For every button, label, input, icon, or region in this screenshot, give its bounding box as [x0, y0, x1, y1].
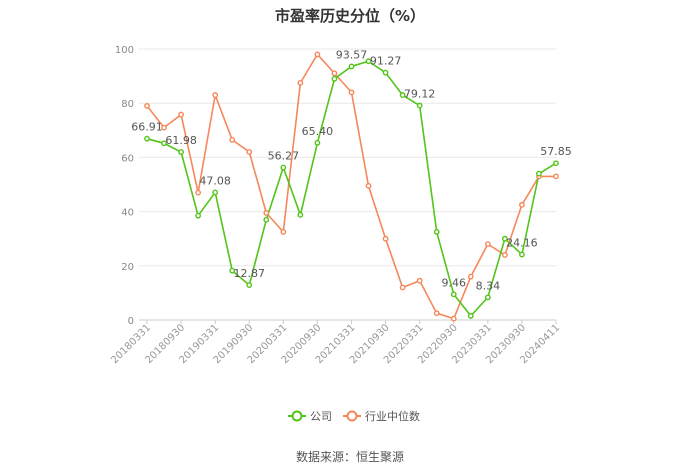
- y-tick-label: 0: [128, 316, 134, 327]
- data-label: 56.27: [268, 150, 300, 163]
- data-point[interactable]: [450, 291, 457, 298]
- data-point[interactable]: [553, 173, 559, 180]
- data-point[interactable]: [144, 103, 150, 109]
- data-point[interactable]: [348, 89, 355, 96]
- y-tick-label: 100: [115, 45, 134, 56]
- data-point[interactable]: [212, 92, 219, 98]
- data-point[interactable]: [263, 210, 270, 216]
- data-point[interactable]: [297, 79, 304, 86]
- data-point[interactable]: [450, 315, 457, 322]
- data-source: 数据来源：恒生聚源: [296, 449, 404, 464]
- data-point[interactable]: [536, 170, 542, 177]
- chart-title: 市盈率历史分位（%）: [275, 7, 425, 25]
- legend-item[interactable]: 公司: [288, 410, 332, 423]
- data-point[interactable]: [229, 267, 236, 274]
- legend-label: 公司: [310, 410, 332, 423]
- legend-label: 行业中位数: [365, 409, 420, 423]
- data-point[interactable]: [467, 313, 474, 319]
- data-point[interactable]: [382, 69, 389, 76]
- data-point[interactable]: [416, 277, 423, 284]
- series-points: [144, 51, 559, 322]
- data-point[interactable]: [399, 92, 406, 98]
- data-label: 66.91: [131, 121, 163, 134]
- data-point[interactable]: [382, 235, 389, 242]
- data-point[interactable]: [178, 111, 184, 118]
- data-point[interactable]: [501, 252, 508, 258]
- data-point[interactable]: [297, 211, 304, 218]
- data-point[interactable]: [263, 216, 270, 223]
- data-label: 57.85: [540, 145, 572, 158]
- legend-swatch-marker: [291, 410, 303, 422]
- data-point[interactable]: [484, 241, 491, 248]
- data-point[interactable]: [433, 310, 440, 317]
- data-point[interactable]: [348, 63, 355, 70]
- data-label: 47.08: [199, 174, 231, 187]
- data-point[interactable]: [314, 139, 321, 146]
- grid: [139, 48, 556, 321]
- data-point[interactable]: [467, 273, 474, 280]
- data-point[interactable]: [195, 189, 202, 196]
- data-point[interactable]: [280, 229, 287, 235]
- y-tick-label: 20: [121, 262, 134, 273]
- data-point[interactable]: [519, 201, 525, 208]
- data-point[interactable]: [365, 182, 372, 189]
- data-point[interactable]: [161, 124, 167, 131]
- data-point[interactable]: [161, 140, 167, 147]
- data-label: 93.57: [336, 48, 368, 61]
- data-label: 91.27: [370, 55, 402, 68]
- data-point[interactable]: [519, 251, 525, 258]
- data-point[interactable]: [229, 136, 236, 143]
- data-point[interactable]: [484, 294, 491, 301]
- data-point[interactable]: [416, 102, 423, 109]
- y-tick-label: 60: [121, 153, 134, 164]
- data-label: 61.98: [165, 134, 197, 147]
- y-tick-label: 80: [121, 99, 134, 110]
- data-point[interactable]: [246, 149, 253, 155]
- legend[interactable]: 公司 行业中位数: [288, 409, 420, 423]
- x-axis: 2018033120180930201903312019093020200331…: [109, 320, 562, 366]
- data-label: 9.46: [442, 276, 467, 289]
- legend-swatch-marker: [346, 410, 358, 422]
- data-label: 8.34: [476, 279, 501, 292]
- data-point[interactable]: [144, 135, 150, 142]
- data-point[interactable]: [331, 75, 338, 82]
- legend-item[interactable]: 行业中位数: [343, 409, 420, 423]
- data-point[interactable]: [399, 284, 406, 291]
- data-point[interactable]: [331, 70, 338, 77]
- data-label: 65.40: [302, 125, 334, 138]
- y-tick-label: 40: [121, 208, 134, 219]
- data-point[interactable]: [195, 212, 202, 219]
- data-label: 24.16: [506, 237, 538, 250]
- data-point[interactable]: [314, 51, 321, 58]
- data-point[interactable]: [212, 189, 219, 196]
- data-point[interactable]: [553, 160, 559, 167]
- data-point[interactable]: [501, 235, 508, 242]
- series-line: [146, 60, 557, 318]
- data-point[interactable]: [178, 149, 184, 155]
- data-label: 12.87: [234, 267, 266, 280]
- data-label: 79.12: [404, 88, 436, 101]
- data-point[interactable]: [365, 58, 372, 65]
- y-axis: 0 20 40 60 80 100: [115, 45, 134, 327]
- data-point[interactable]: [246, 282, 253, 289]
- data-point[interactable]: [433, 229, 440, 235]
- data-point[interactable]: [280, 164, 287, 171]
